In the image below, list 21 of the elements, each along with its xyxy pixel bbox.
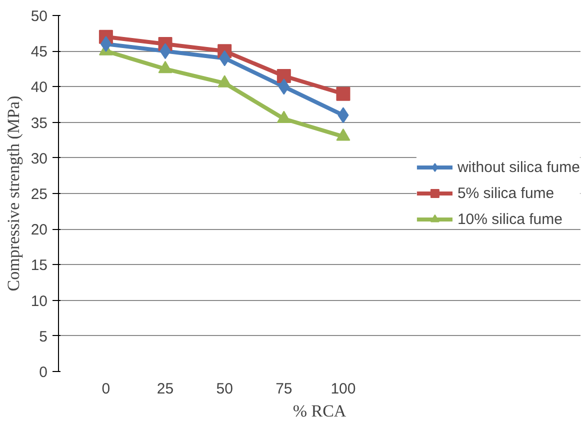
y-axis-title: Compressive strength (MPa) — [4, 96, 23, 292]
legend-label: 10% silica fume — [457, 210, 562, 228]
y-tick-label: 50 — [30, 8, 48, 25]
x-tick-label: 75 — [276, 380, 292, 398]
y-tick-label: 10 — [30, 292, 48, 310]
y-tick-label: 5 — [39, 328, 48, 346]
y-tick-label: 35 — [30, 114, 48, 132]
x-tick-label: 0 — [102, 380, 110, 398]
y-tick-label: 45 — [30, 44, 48, 61]
legend-label: 5% silica fume — [457, 184, 554, 202]
x-tick-label: 100 — [330, 380, 356, 398]
y-tick-label: 40 — [30, 79, 48, 96]
legend-label: without silica fume — [457, 158, 580, 176]
y-tick-label: 20 — [30, 222, 48, 239]
x-tick-label: 50 — [216, 380, 233, 398]
y-tick-label: 0 — [39, 364, 48, 381]
x-axis-title: % RCA — [292, 402, 347, 420]
y-tick-label: 15 — [30, 257, 48, 274]
x-tick-label: 25 — [156, 380, 174, 398]
y-tick-label: 30 — [30, 150, 48, 168]
y-tick-label: 25 — [30, 186, 48, 203]
